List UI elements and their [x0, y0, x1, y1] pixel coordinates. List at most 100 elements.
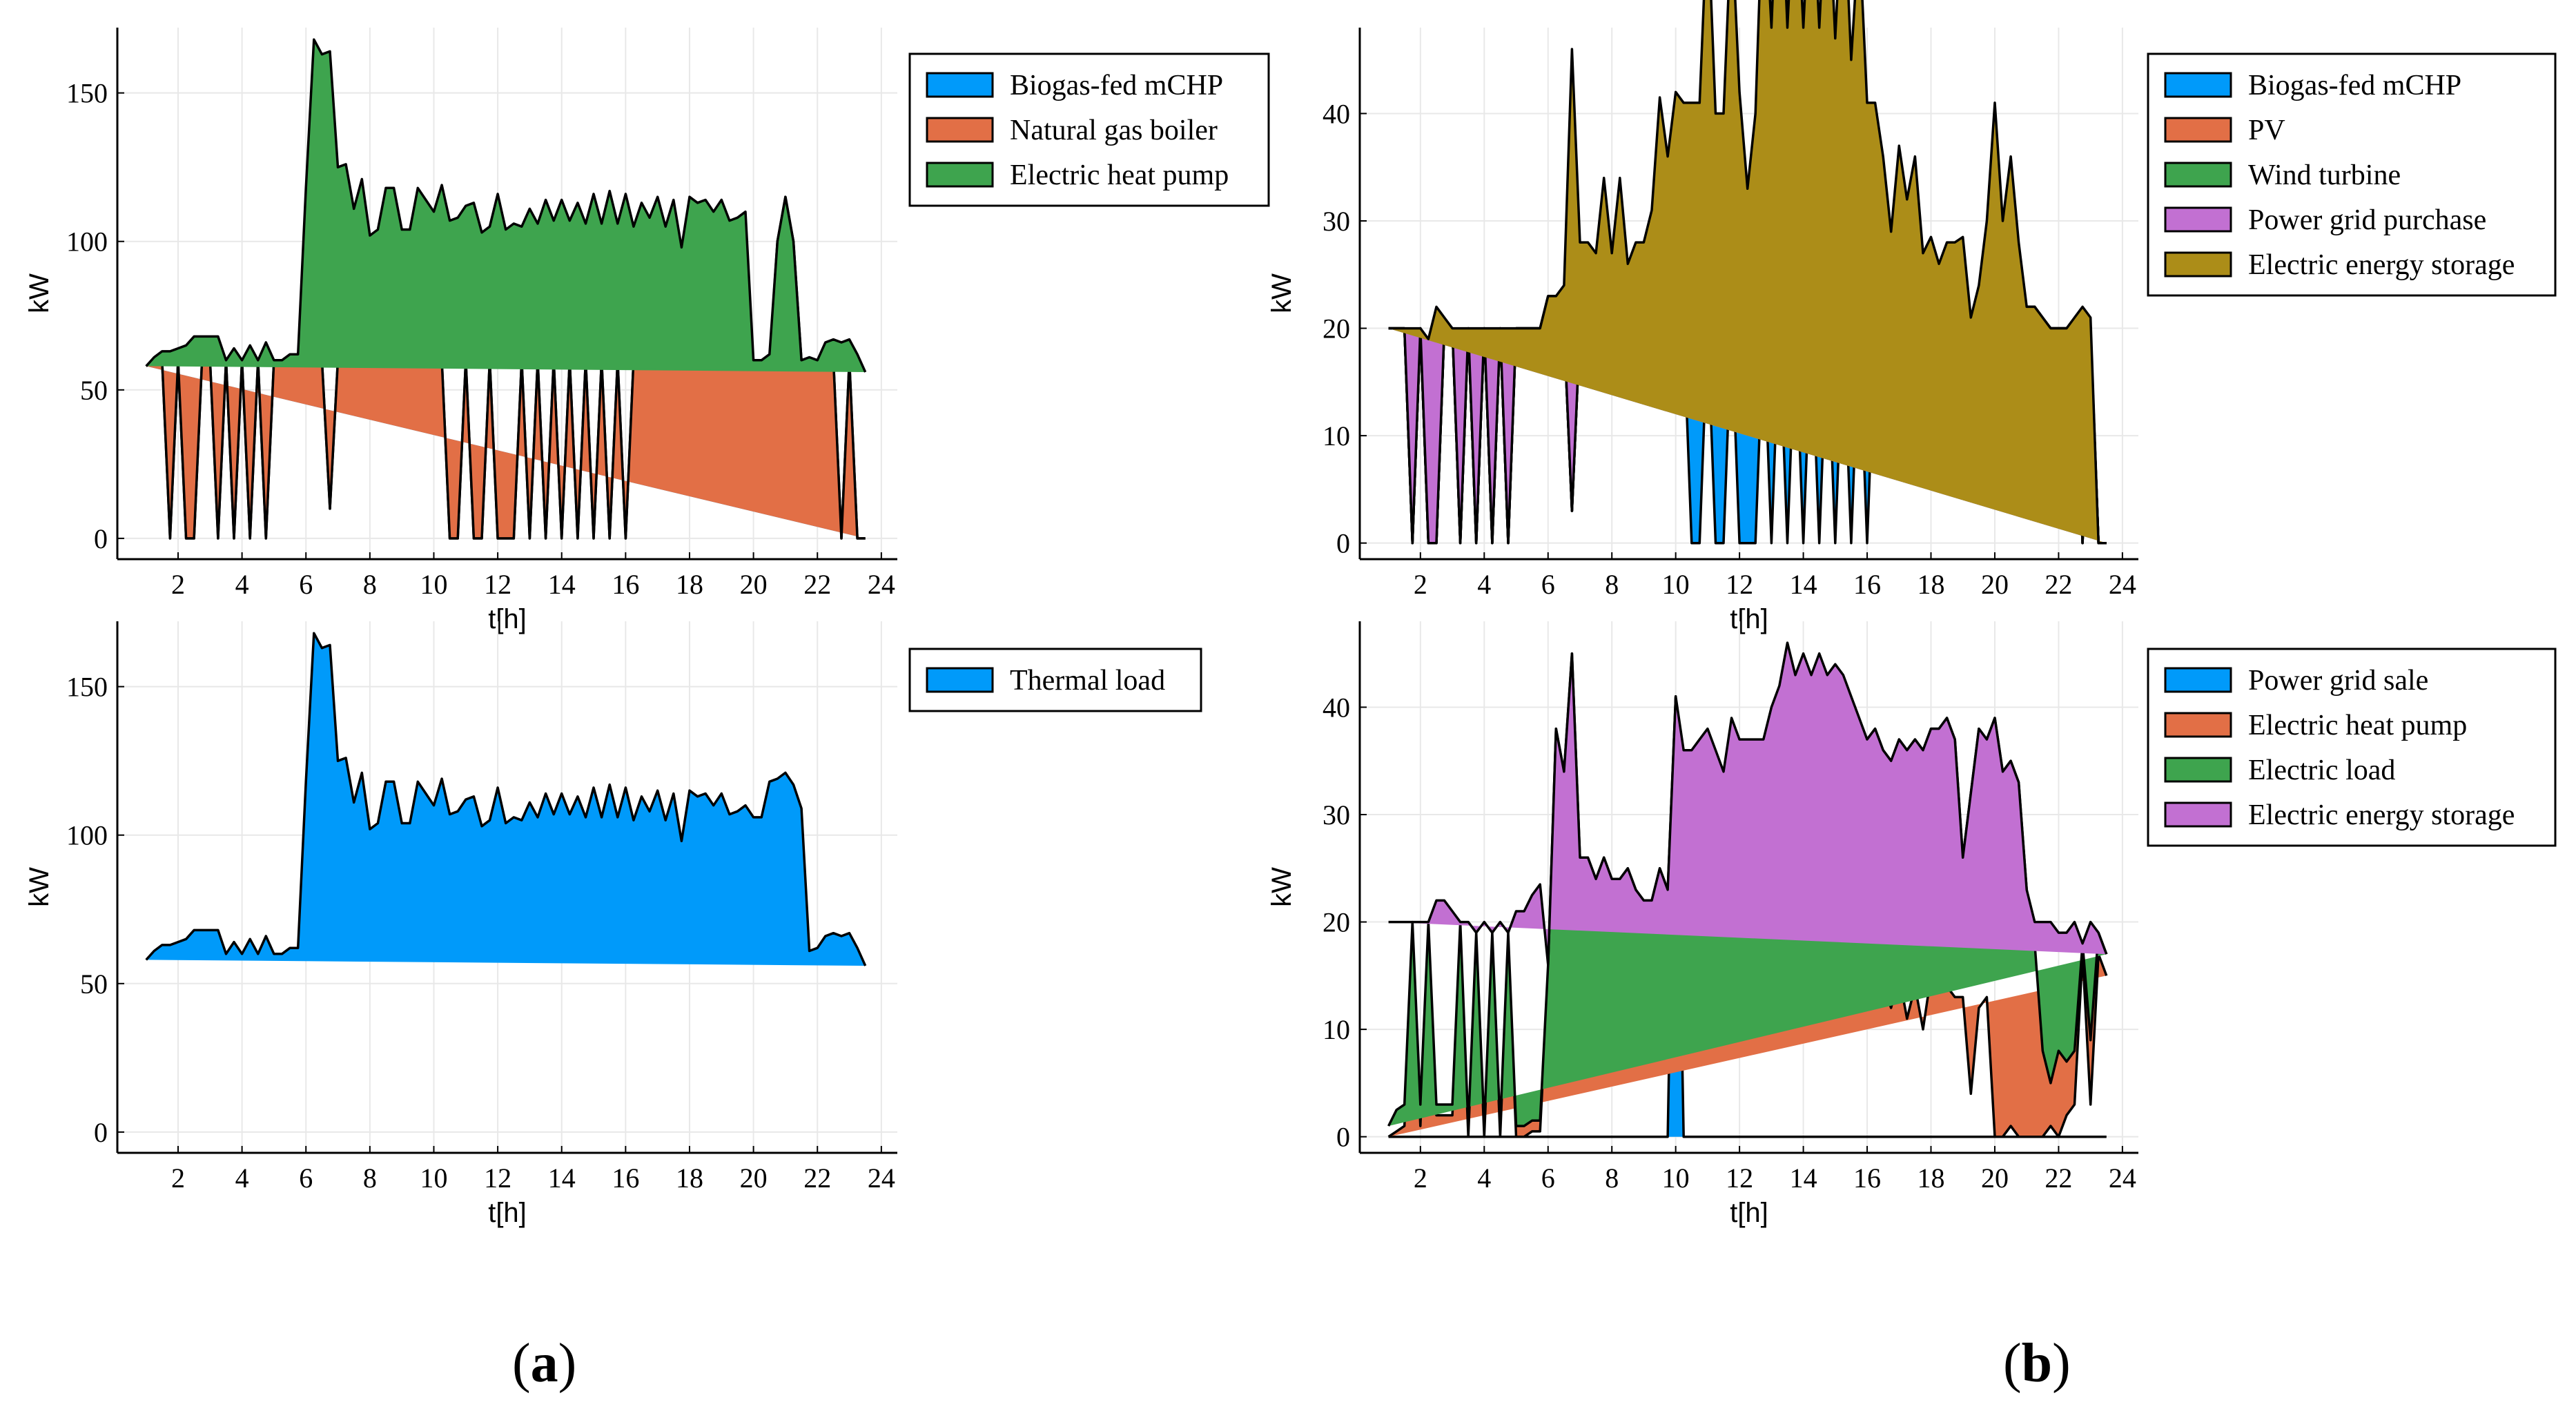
- legend-label-2: Wind turbine: [2248, 159, 2401, 191]
- x-tick-label: 20: [740, 1163, 768, 1194]
- legend-swatch-1: [926, 117, 994, 143]
- x-tick-label: 6: [299, 1163, 313, 1194]
- x-tick-label: 8: [1605, 569, 1619, 600]
- x-tick-label: 16: [612, 569, 639, 600]
- x-tick-label: 6: [1541, 1163, 1555, 1194]
- x-tick-label: 12: [484, 569, 511, 600]
- x-tick-label: 12: [1726, 569, 1753, 600]
- x-tick-label: 24: [2109, 1163, 2136, 1194]
- x-tick-label: 18: [1918, 1163, 1945, 1194]
- x-tick-label: 6: [1541, 569, 1555, 600]
- legend-label-3: Power grid purchase: [2248, 204, 2486, 236]
- chart-thermal-load: 2 4 6 8 10 12 14 16 18 20 22 24050100150t[h]kWTherm…: [24, 621, 1202, 1228]
- legend-label-0: Biogas-fed mCHP: [1010, 70, 1223, 101]
- y-tick-label: 0: [94, 1117, 108, 1148]
- panel-label-b: (b): [2003, 1332, 2071, 1395]
- x-tick-label: 20: [1981, 569, 2009, 600]
- x-axis-label: t[h]: [1730, 604, 1768, 634]
- x-tick-label: 12: [484, 1163, 511, 1194]
- area-series-3: [1388, 641, 2108, 966]
- x-tick-label: 10: [420, 1163, 447, 1194]
- legend-label-2: Electric heat pump: [1010, 159, 1229, 191]
- legend-swatch-3: [2164, 206, 2232, 233]
- x-tick-label: 16: [1853, 569, 1881, 600]
- x-tick-label: 6: [299, 569, 313, 600]
- legend-label-1: PV: [2248, 115, 2285, 146]
- y-axis-label: kW: [1267, 867, 1297, 907]
- panel-label-a: (a): [512, 1332, 576, 1395]
- x-tick-label: 22: [2045, 1163, 2072, 1194]
- x-tick-label: 10: [420, 569, 447, 600]
- panel-label-b-close: ): [2052, 1333, 2071, 1394]
- x-tick-label: 18: [1918, 569, 1945, 600]
- y-tick-label: 40: [1323, 692, 1350, 723]
- chart-electric-consumption: 2 4 6 8 10 12 14 16 18 20 22 24010203040t[h]kWPower…: [1267, 621, 2557, 1228]
- chart-electric-generation: 2 4 6 8 10 12 14 16 18 20 22 24010203040t[h]kWBioga…: [1267, 0, 2557, 634]
- x-tick-label: 4: [1477, 1163, 1491, 1194]
- panel-label-b-open: (: [2003, 1333, 2022, 1394]
- legend-label-3: Electric energy storage: [2248, 799, 2515, 831]
- x-tick-label: 24: [868, 1163, 895, 1194]
- y-tick-label: 100: [66, 820, 108, 851]
- panel-label-a-text: a: [530, 1333, 558, 1394]
- legend-swatch-2: [926, 162, 994, 188]
- x-tick-label: 2: [171, 1163, 185, 1194]
- legend-swatch-3: [2164, 801, 2232, 828]
- x-tick-label: 14: [548, 569, 576, 600]
- area-series-2: [145, 38, 867, 373]
- legend-label-0: Biogas-fed mCHP: [2248, 70, 2461, 101]
- legend-label-0: Thermal load: [1010, 665, 1165, 697]
- legend-label-4: Electric energy storage: [2248, 249, 2515, 281]
- x-axis-label: t[h]: [488, 604, 527, 634]
- y-tick-label: 0: [94, 523, 108, 554]
- x-tick-label: 2: [1414, 1163, 1427, 1194]
- x-tick-label: 2: [1414, 569, 1427, 600]
- x-tick-label: 4: [235, 569, 249, 600]
- x-tick-label: 20: [740, 569, 768, 600]
- x-tick-label: 8: [363, 569, 377, 600]
- x-tick-label: 16: [612, 1163, 639, 1194]
- y-tick-label: 30: [1323, 206, 1350, 237]
- y-axis-label: kW: [24, 867, 55, 907]
- y-tick-label: 30: [1323, 799, 1350, 830]
- x-axis-label: t[h]: [488, 1198, 527, 1228]
- legend-label-2: Electric load: [2248, 755, 2395, 786]
- legend-swatch-1: [2164, 712, 2232, 738]
- x-tick-label: 10: [1662, 569, 1690, 600]
- legend-swatch-0: [2164, 72, 2232, 98]
- legend-label-1: Electric heat pump: [2248, 710, 2467, 741]
- x-tick-label: 14: [548, 1163, 576, 1194]
- y-tick-label: 150: [66, 672, 108, 703]
- x-tick-label: 24: [2109, 569, 2136, 600]
- area-series-0: [145, 632, 867, 966]
- y-tick-label: 50: [80, 375, 108, 406]
- panel-label-a-open: (: [512, 1333, 531, 1394]
- legend-swatch-0: [926, 72, 994, 98]
- x-tick-label: 8: [1605, 1163, 1619, 1194]
- y-tick-label: 10: [1323, 420, 1350, 451]
- y-tick-label: 100: [66, 226, 108, 257]
- legend-swatch-1: [2164, 117, 2232, 143]
- x-tick-label: 18: [676, 1163, 703, 1194]
- x-axis-label: t[h]: [1730, 1198, 1768, 1228]
- y-tick-label: 20: [1323, 907, 1350, 938]
- x-tick-label: 14: [1790, 569, 1817, 600]
- y-tick-label: 50: [80, 969, 108, 1000]
- x-tick-label: 8: [363, 1163, 377, 1194]
- y-tick-label: 40: [1323, 98, 1350, 129]
- legend-swatch-0: [2164, 667, 2232, 693]
- panel-label-b-text: b: [2021, 1333, 2053, 1394]
- legend-swatch-4: [2164, 251, 2232, 278]
- area-series-0: [1388, 695, 2107, 1138]
- legend-swatch-2: [2164, 757, 2232, 783]
- chart-heat-generation: 2 4 6 8 10 12 14 16 18 20 22 24050100150t[h]kWBioga…: [24, 28, 1270, 634]
- x-tick-label: 14: [1790, 1163, 1817, 1194]
- panel-label-a-close: ): [558, 1333, 577, 1394]
- y-axis-label: kW: [1267, 273, 1297, 313]
- x-tick-label: 20: [1981, 1163, 2009, 1194]
- x-tick-label: 24: [868, 569, 895, 600]
- x-tick-label: 4: [235, 1163, 249, 1194]
- legend-label-1: Natural gas boiler: [1010, 115, 1218, 146]
- x-tick-label: 22: [803, 569, 831, 600]
- legend-label-0: Power grid sale: [2248, 665, 2428, 697]
